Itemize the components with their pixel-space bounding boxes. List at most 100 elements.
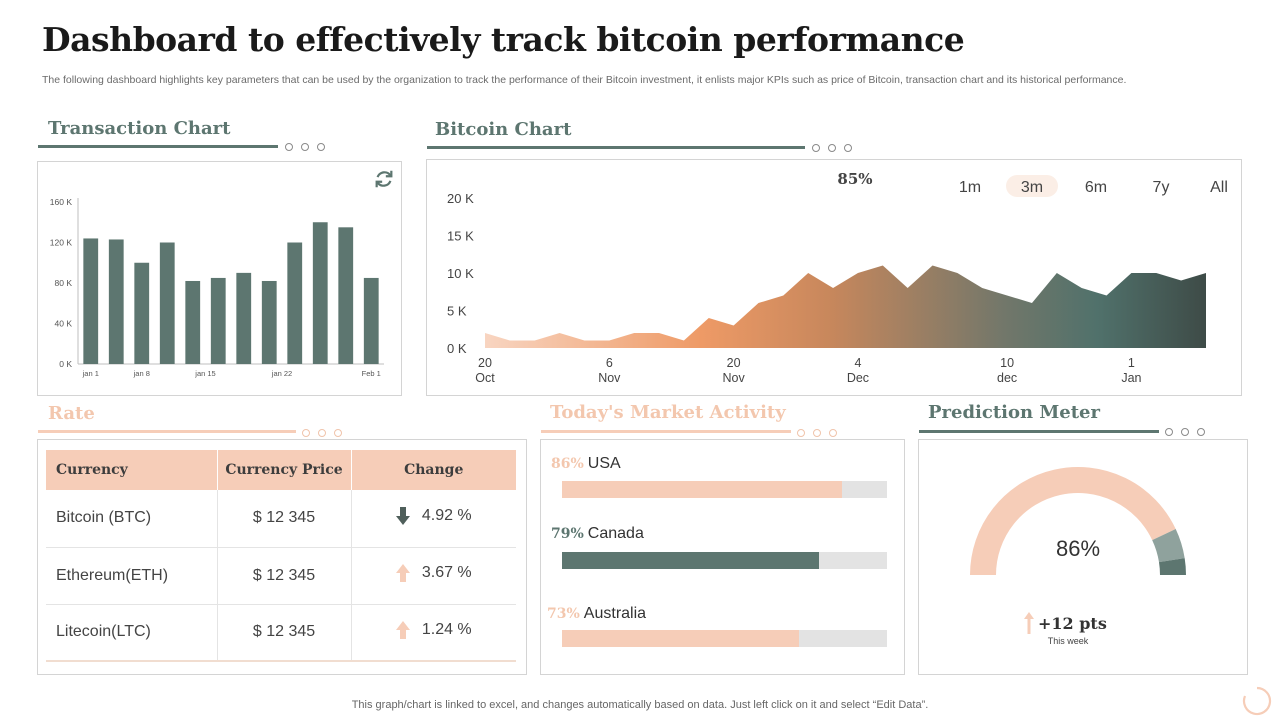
refresh-icon[interactable]	[373, 168, 395, 190]
price-cell: $ 12 345	[217, 547, 352, 605]
rate-header-currency: Currency	[46, 450, 218, 490]
bar	[338, 227, 354, 364]
arrow-up-icon	[395, 620, 410, 639]
bitcoin-annotation: 85%	[837, 170, 872, 188]
x-tick-label: jan 22	[271, 369, 292, 378]
market-country: Canada	[587, 525, 644, 542]
arrow-up-icon	[395, 564, 410, 582]
y-tick-label: 15 K	[447, 229, 474, 244]
footer-note: This graph/chart is linked to excel, and…	[351, 699, 929, 711]
y-tick-label: 80 K	[55, 278, 73, 288]
page-title: Dashboard to effectively track bitcoin p…	[42, 20, 965, 59]
market-country: Australia	[583, 605, 647, 622]
y-tick-label: 5 K	[447, 304, 467, 319]
arrow-down-icon	[395, 506, 410, 525]
transaction-heading-underline	[38, 145, 278, 148]
range-button-1m[interactable]: 1m	[959, 179, 981, 196]
y-tick-label: 40 K	[55, 319, 73, 329]
price-cell: $ 12 345	[217, 604, 352, 662]
x-tick-day: 20	[727, 356, 741, 370]
x-tick-month: Dec	[847, 371, 869, 385]
bar	[363, 277, 379, 364]
rate-heading-underline	[38, 430, 296, 433]
transaction-dots-icon	[285, 143, 325, 151]
bitcoin-area	[485, 265, 1206, 348]
table-row: Ethereum(ETH) $ 12 345 3.67 %	[46, 547, 516, 605]
market-pct: 86%	[551, 456, 584, 472]
x-tick-day: 6	[606, 356, 613, 370]
rate-dots-icon	[302, 429, 342, 437]
bar	[108, 239, 124, 364]
change-value: 4.92 %	[421, 506, 472, 524]
market-activity-heading: Today's Market Activity	[550, 402, 786, 423]
change-cell: 3.67 %	[351, 547, 516, 605]
x-tick-label: jan 15	[194, 369, 215, 378]
currency-cell: Litecoin(LTC)	[46, 604, 218, 662]
gauge-fill-arc	[970, 467, 1176, 576]
x-tick-day: 20	[478, 356, 492, 370]
bar	[159, 242, 175, 364]
prediction-heading-underline	[919, 430, 1159, 433]
pts-subtitle: This week	[1047, 636, 1089, 646]
bar	[312, 222, 328, 364]
market-country: USA	[587, 455, 621, 472]
y-tick-label: 0 K	[59, 359, 72, 369]
x-tick-day: 10	[1000, 356, 1014, 370]
gauge-end-arc	[1158, 558, 1186, 576]
y-tick-label: 160 K	[50, 197, 73, 207]
x-tick-month: Jan	[1121, 371, 1141, 385]
range-button-All[interactable]: All	[1210, 179, 1228, 196]
change-value: 1.24 %	[421, 620, 472, 638]
change-value: 3.67 %	[421, 564, 472, 581]
x-tick-month: dec	[997, 371, 1017, 385]
range-button-6m[interactable]: 6m	[1085, 179, 1107, 196]
gauge-remaining-arc	[1152, 529, 1185, 563]
range-button-7y[interactable]: 7y	[1153, 179, 1170, 196]
rate-header-change: Change	[351, 450, 516, 490]
market-bar-canada	[562, 552, 819, 569]
range-button-3m[interactable]: 3m	[1021, 179, 1043, 196]
bar	[287, 242, 303, 364]
prediction-meter-heading: Prediction Meter	[928, 402, 1100, 423]
market-bar-track-usa	[562, 481, 887, 498]
x-tick-day: 4	[854, 356, 861, 370]
transaction-chart-heading: Transaction Chart	[48, 118, 231, 139]
market-dots-icon	[797, 429, 837, 437]
prediction-pts: +12 pts	[1024, 612, 1107, 634]
bitcoin-heading-underline	[427, 146, 805, 149]
x-tick-month: Nov	[598, 371, 621, 385]
prediction-gauge	[970, 467, 1186, 576]
range-selected-bg	[1006, 175, 1058, 197]
y-tick-label: 10 K	[447, 266, 474, 281]
bar	[83, 238, 99, 364]
pts-value: +12 pts	[1038, 613, 1107, 633]
bitcoin-area-chart: 0 K5 K10 K15 K20 K20Oct6Nov20Nov4Dec10de…	[447, 170, 1228, 385]
price-cell: $ 12 345	[217, 490, 352, 548]
x-tick-month: Nov	[723, 371, 746, 385]
market-bar-australia	[562, 630, 800, 647]
y-tick-label: 120 K	[50, 238, 73, 248]
bitcoin-dots-icon	[812, 144, 852, 152]
market-bar-usa	[562, 481, 842, 498]
bar	[185, 280, 201, 364]
bar	[134, 262, 150, 364]
arrow-up-icon	[1024, 612, 1034, 634]
table-row: Litecoin(LTC) $ 12 345 1.24 %	[46, 604, 516, 662]
gauge-value: 86%	[1055, 536, 1101, 561]
x-tick-day: 1	[1128, 356, 1135, 370]
table-row: Bitcoin (BTC) $ 12 345 4.92 %	[46, 490, 516, 548]
market-label-usa: 86% USA	[551, 455, 621, 473]
page-subtitle: The following dashboard highlights key p…	[42, 74, 1127, 86]
currency-cell: Bitcoin (BTC)	[46, 490, 218, 548]
bar	[210, 277, 226, 364]
currency-cell: Ethereum(ETH)	[46, 547, 218, 605]
market-bar-track-canada	[562, 552, 887, 569]
bar	[261, 280, 277, 364]
market-pct: 73%	[547, 606, 580, 622]
y-tick-label: 0 K	[447, 341, 467, 356]
market-label-canada: 79% Canada	[551, 525, 644, 543]
bar	[236, 272, 252, 364]
transaction-chart-panel: 0 K 40 K 80 K 120 K 160 K jan 1 jan 8 jan 15 jan…	[37, 161, 402, 396]
prediction-meter-panel	[918, 439, 1248, 675]
